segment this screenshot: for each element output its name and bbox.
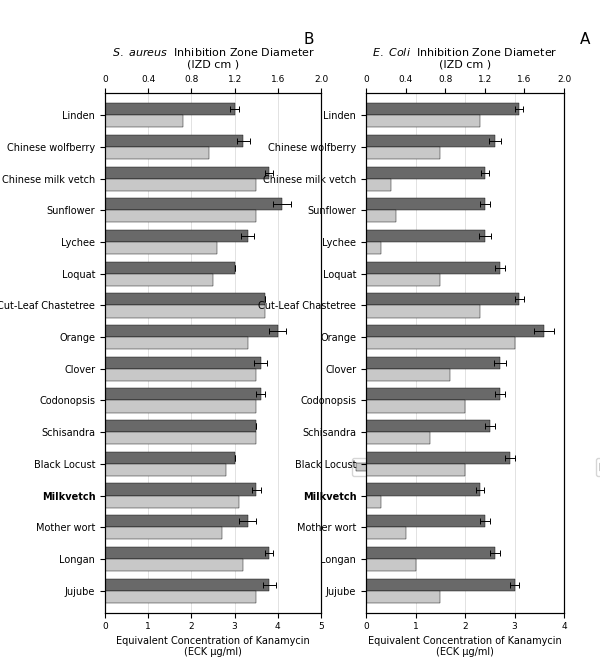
X-axis label: Equivalent Concentration of Kanamycin
(ECK μg/ml): Equivalent Concentration of Kanamycin (E… <box>368 635 562 657</box>
Bar <box>366 306 480 318</box>
Bar <box>105 147 209 159</box>
Bar <box>105 420 256 432</box>
Bar <box>105 274 213 286</box>
Bar <box>366 559 415 571</box>
Bar <box>366 420 490 432</box>
Bar <box>105 294 265 306</box>
Bar <box>105 591 256 603</box>
Bar <box>366 357 500 369</box>
Bar <box>105 166 269 178</box>
Bar <box>366 579 515 591</box>
Bar <box>105 306 265 318</box>
Bar <box>366 230 485 242</box>
Bar <box>105 242 217 254</box>
Bar <box>366 147 440 159</box>
Bar <box>105 484 256 496</box>
Bar <box>105 559 243 571</box>
Bar <box>366 452 509 464</box>
X-axis label: Equivalent Concentration of Kanamycin
(ECK μg/ml): Equivalent Concentration of Kanamycin (E… <box>116 635 310 657</box>
Bar <box>366 274 440 286</box>
Bar <box>366 294 520 306</box>
Bar <box>105 198 282 210</box>
Legend: ECK: ECK <box>352 458 398 476</box>
Bar <box>105 579 269 591</box>
Bar <box>366 198 485 210</box>
Bar <box>105 452 235 464</box>
Bar <box>105 527 221 539</box>
Bar <box>366 464 465 476</box>
Bar <box>105 357 260 369</box>
Bar <box>105 135 243 147</box>
Bar <box>366 178 391 190</box>
Bar <box>105 464 226 476</box>
X-axis label: $E.\ Coli$  Inhibition Zone Diameter
(IZD cm ): $E.\ Coli$ Inhibition Zone Diameter (IZD… <box>372 46 558 69</box>
Text: A: A <box>580 33 590 47</box>
Bar <box>366 210 396 222</box>
Bar <box>105 325 278 337</box>
Bar <box>105 115 183 127</box>
Bar <box>366 591 440 603</box>
Bar <box>366 527 406 539</box>
Bar <box>366 325 544 337</box>
Bar <box>105 337 248 349</box>
Bar <box>105 369 256 381</box>
Bar <box>105 178 256 190</box>
Bar <box>366 135 495 147</box>
Bar <box>105 262 235 274</box>
Bar <box>366 484 480 496</box>
Legend: ECK: ECK <box>596 458 600 476</box>
Bar <box>366 337 515 349</box>
Bar <box>105 230 248 242</box>
Bar <box>366 388 500 400</box>
Bar <box>366 400 465 412</box>
Bar <box>366 242 381 254</box>
Bar <box>105 432 256 444</box>
Bar <box>366 432 430 444</box>
Bar <box>105 388 260 400</box>
Bar <box>105 103 235 115</box>
Bar <box>366 115 480 127</box>
Bar <box>105 400 256 412</box>
Text: B: B <box>304 33 314 47</box>
X-axis label: $S.\ aureus$  Inhibition Zone Diameter
(IZD cm ): $S.\ aureus$ Inhibition Zone Diameter (I… <box>112 46 314 69</box>
Bar <box>105 515 248 527</box>
Bar <box>366 496 381 507</box>
Bar <box>366 515 485 527</box>
Bar <box>105 547 269 559</box>
Bar <box>105 496 239 507</box>
Bar <box>366 103 520 115</box>
Bar <box>366 369 450 381</box>
Bar <box>366 262 500 274</box>
Bar <box>366 547 495 559</box>
Bar <box>105 210 256 222</box>
Bar <box>366 166 485 178</box>
